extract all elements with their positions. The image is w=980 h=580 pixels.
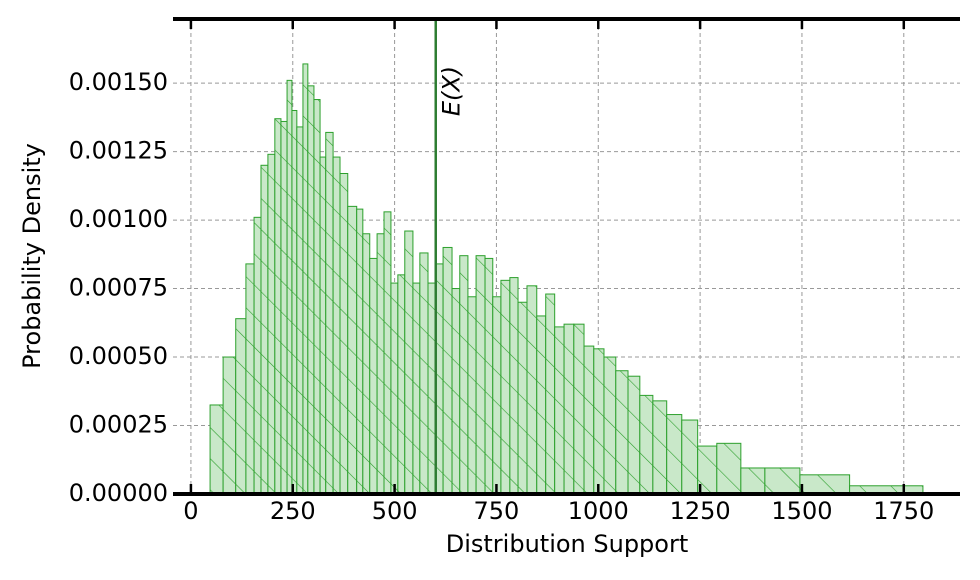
bar-hatch	[452, 288, 460, 494]
bar-hatch	[545, 294, 555, 494]
bar-hatch	[603, 357, 616, 494]
bar-hatch	[476, 255, 486, 494]
y-tick-label: 0.00050	[69, 342, 168, 370]
bar-hatch	[384, 211, 391, 494]
bar-hatch	[340, 173, 348, 494]
x-tick-label: 1250	[670, 497, 731, 525]
bar-hatch	[716, 443, 741, 494]
bar-hatch	[509, 277, 519, 494]
bar-hatch	[492, 296, 501, 494]
bar-hatch	[320, 157, 326, 494]
bar-hatch	[849, 485, 923, 494]
bar-hatch	[356, 209, 363, 495]
bar-hatch	[254, 217, 261, 494]
axes: E(X)	[173, 17, 960, 496]
bar-hatch	[615, 370, 629, 494]
y-tick-label: 0.00150	[69, 68, 168, 96]
bar-hatch	[377, 233, 385, 494]
mean-label: E(X)	[438, 66, 466, 116]
bar-hatch	[302, 63, 308, 495]
bar-hatch	[443, 247, 453, 494]
bar-hatch	[260, 165, 268, 494]
bar-hatch	[412, 283, 420, 494]
bar-hatch	[500, 280, 510, 494]
bar-hatch	[362, 233, 370, 494]
bar-hatch	[296, 126, 303, 495]
bar-hatch	[564, 324, 574, 494]
x-tick-label: 1750	[873, 497, 934, 525]
bar-hatch	[799, 474, 850, 494]
bar-hatch	[307, 85, 314, 495]
y-tick-label: 0.00075	[69, 274, 168, 302]
bar-hatch	[245, 263, 255, 494]
bar-hatch	[526, 285, 537, 494]
bar-hatch	[274, 118, 281, 495]
bar-hatch	[210, 404, 224, 494]
y-axis-label: Probability Density	[18, 143, 46, 369]
y-tick-label: 0.00000	[69, 479, 168, 507]
x-tick-label: 1000	[568, 497, 629, 525]
bar-hatch	[573, 324, 585, 494]
bar-hatch	[681, 420, 698, 494]
x-tick-label: 1500	[771, 497, 832, 525]
bar-hatch	[333, 157, 341, 494]
bar-hatch	[435, 263, 444, 494]
bars	[209, 63, 924, 495]
x-tick-label: 750	[474, 497, 520, 525]
bar-hatch	[593, 348, 604, 494]
bar-hatch	[666, 414, 682, 494]
bar-hatch	[223, 357, 236, 494]
bar-hatch	[459, 255, 468, 494]
bar-hatch	[639, 395, 653, 494]
y-tick-label: 0.00100	[69, 205, 168, 233]
bar-hatch	[291, 110, 297, 495]
x-tick-label: 500	[372, 497, 418, 525]
bar-hatch	[697, 446, 717, 494]
bar-hatch	[287, 80, 292, 494]
bar-hatch	[518, 302, 527, 494]
bar-hatch	[390, 283, 398, 494]
bar-hatch	[628, 376, 640, 494]
bar-hatch	[554, 326, 565, 494]
x-tick-label: 0	[183, 497, 198, 525]
bar-hatch	[404, 231, 413, 494]
bar-hatch	[419, 252, 429, 494]
bar-hatch	[325, 132, 334, 494]
x-axis-label: Distribution Support	[446, 530, 689, 558]
bar-hatch	[369, 258, 378, 494]
bar-hatch	[584, 346, 594, 494]
x-tick-label: 250	[270, 497, 316, 525]
bar-hatch	[347, 206, 357, 494]
bar-hatch	[485, 258, 493, 494]
bar-hatch	[536, 315, 546, 494]
bar-hatch	[397, 274, 405, 494]
bar-hatch	[652, 400, 667, 494]
bar-hatch	[313, 99, 321, 495]
y-tick-label: 0.00125	[69, 137, 168, 165]
bar-hatch	[280, 121, 288, 494]
bar-hatch	[764, 467, 800, 494]
bar-hatch	[428, 283, 436, 494]
y-tick-label: 0.00025	[69, 411, 168, 439]
bar-hatch	[235, 318, 246, 494]
bar-hatch	[740, 467, 765, 494]
bar-hatch	[267, 154, 275, 495]
bar-hatch	[467, 296, 477, 494]
